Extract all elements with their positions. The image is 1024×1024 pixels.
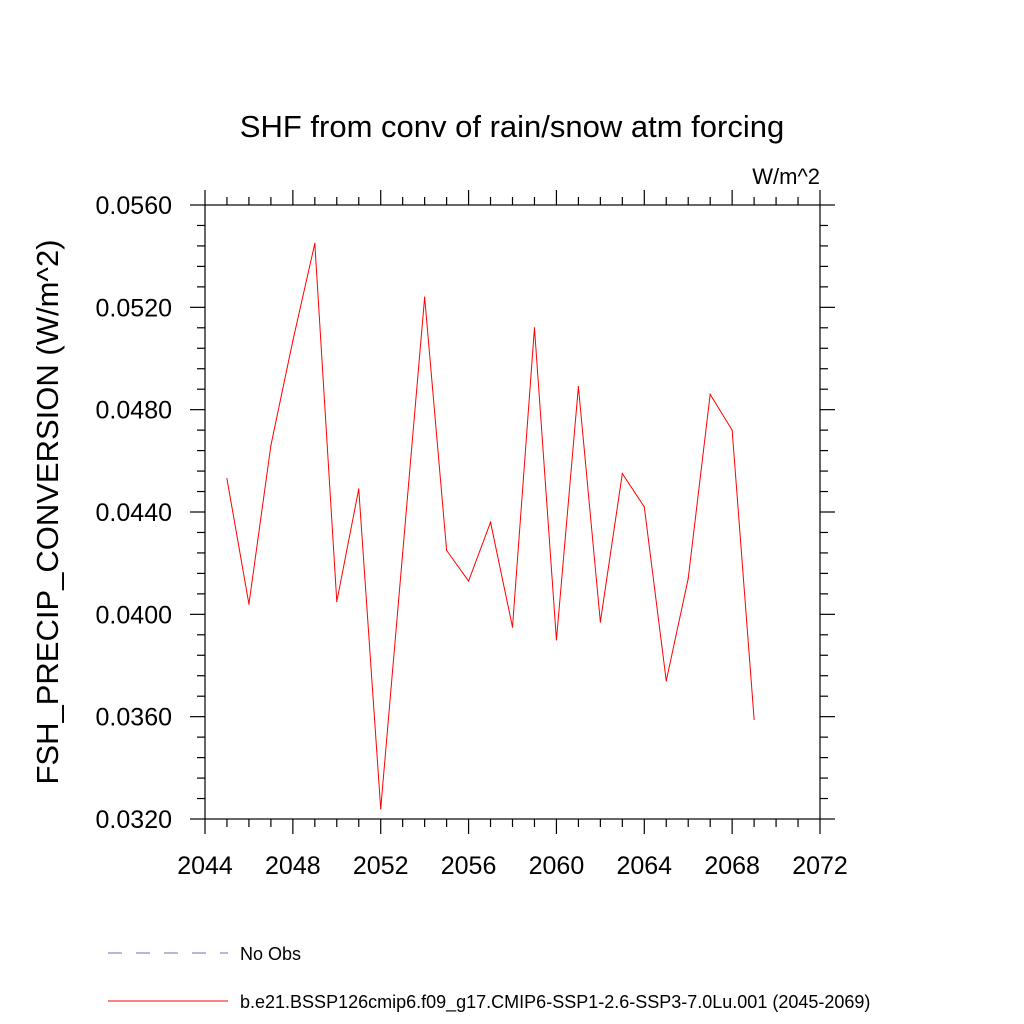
series-layer	[226, 242, 755, 810]
x-tick-label: 2072	[792, 852, 848, 880]
x-tick-label: 2068	[704, 852, 760, 880]
data-point	[314, 242, 316, 244]
data-point	[511, 626, 514, 628]
y-tick-label: 0.0560	[96, 192, 172, 220]
data-point	[358, 488, 360, 490]
x-tick-label: 2060	[529, 852, 585, 880]
axes: 2044 2048 2052 2056 2060 2064 2068 2072 0.0320 0.…	[96, 190, 848, 880]
plot-frame	[204, 204, 821, 820]
data-point	[687, 577, 689, 580]
data-point	[577, 386, 579, 388]
data-point	[292, 339, 294, 342]
x-tick-label: 2056	[441, 852, 497, 880]
data-point	[533, 327, 536, 329]
data-point	[336, 600, 338, 603]
data-point	[731, 429, 733, 431]
y-tick-label: 0.0520	[96, 294, 172, 322]
y-tick-label: 0.0480	[96, 397, 172, 425]
legend-label: b.e21.BSSP126cmip6.f09_g17.CMIP6-SSP1-2.…	[240, 992, 870, 1013]
data-point	[709, 393, 711, 395]
data-point	[643, 506, 645, 508]
legend-label: No Obs	[240, 944, 301, 964]
chart-title: SHF from conv of rain/snow atm forcing	[240, 109, 784, 144]
x-tick-label: 2044	[177, 852, 233, 880]
data-point	[402, 552, 404, 554]
data-point	[424, 296, 426, 298]
data-point	[467, 580, 470, 582]
data-point	[270, 444, 272, 447]
legend: No Obs b.e21.BSSP126cmip6.f09_g17.CMIP6-S…	[108, 944, 870, 1013]
data-point	[226, 478, 228, 480]
data-point	[446, 549, 448, 551]
y-tick-label: 0.0400	[96, 601, 172, 629]
data-point	[599, 621, 601, 623]
data-point	[555, 639, 558, 641]
x-tick-label: 2052	[353, 852, 409, 880]
y-tick-label: 0.0360	[96, 704, 172, 732]
y-tick-label: 0.0320	[96, 806, 172, 834]
y-tick-label: 0.0440	[96, 499, 172, 527]
y-axis-label: FSH_PRECIP_CONVERSION (W/m^2)	[30, 239, 65, 784]
data-point	[248, 603, 250, 605]
series-line	[226, 243, 755, 809]
data-point	[489, 521, 492, 523]
x-tick-label: 2064	[616, 852, 672, 880]
data-point	[621, 473, 623, 475]
data-point	[753, 718, 755, 720]
units-label: W/m^2	[752, 164, 820, 189]
data-point	[665, 680, 667, 682]
data-point	[380, 808, 382, 810]
x-tick-label: 2048	[265, 852, 321, 880]
